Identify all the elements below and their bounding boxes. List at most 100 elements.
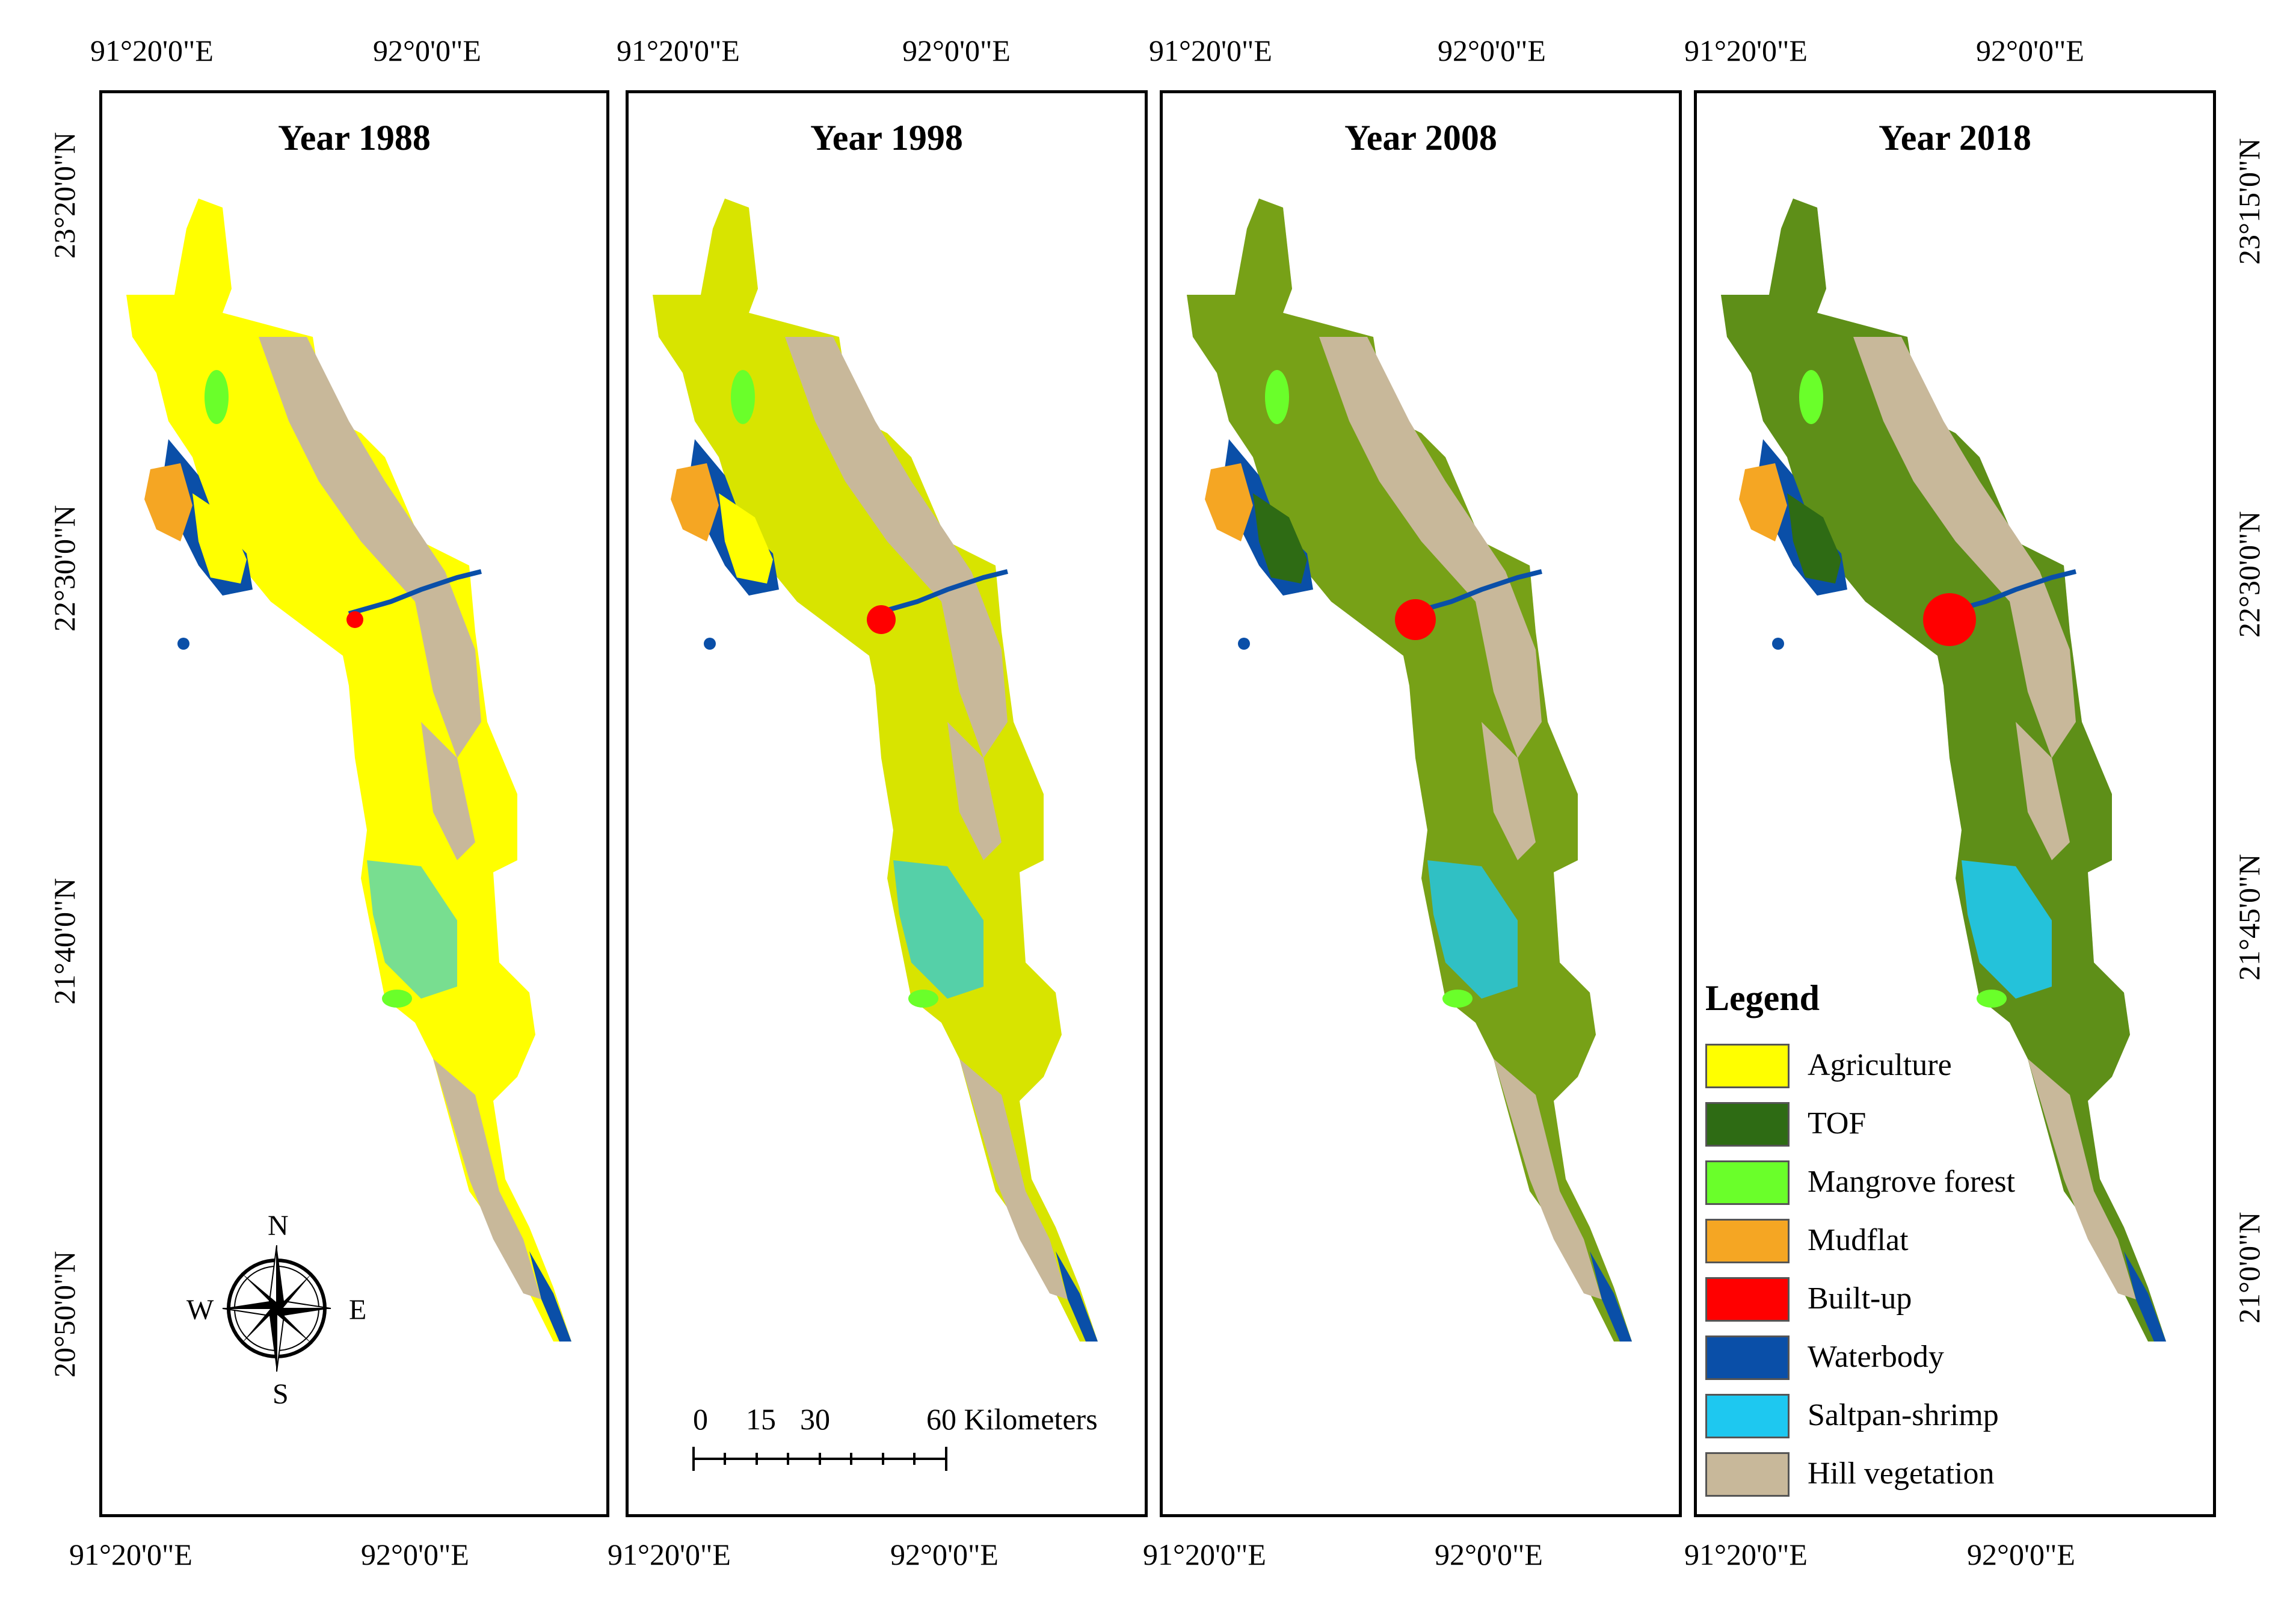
left-coord-label: 22°30'0"N [48, 505, 81, 632]
hill-vegetation-area [2016, 722, 2070, 860]
legend-label: Waterbody [1808, 1340, 1944, 1374]
mudflat-area [144, 463, 192, 541]
bottom-coord-label: 91°20'0"E [608, 1538, 731, 1571]
mangrove-area [1799, 370, 1823, 424]
map-year-1988 [126, 199, 571, 1342]
top-coord-label: 92°0'0"E [373, 34, 481, 67]
compass-s-label: S [272, 1378, 289, 1410]
legend-label: Saltpan-shrimp [1808, 1398, 1999, 1432]
legend-label: Hill vegetation [1808, 1456, 1995, 1491]
island-area [192, 493, 247, 584]
right-coord-label: 22°30'0"N [2232, 511, 2266, 638]
legend-swatch [1705, 1102, 1790, 1147]
panel-title: Year 1998 [810, 118, 963, 158]
left-coord-label: 20°50'0"N [48, 1251, 81, 1378]
map-year-1998 [653, 199, 1098, 1342]
mangrove-area [731, 370, 755, 424]
legend-label: Built-up [1808, 1281, 1912, 1316]
hill-vegetation-area [1853, 337, 2076, 758]
hill-vegetation-area [785, 337, 1008, 758]
legend-swatch [1705, 1160, 1790, 1205]
top-coord-label: 91°20'0"E [1149, 34, 1272, 67]
right-coord-label: 21°0'0"N [2232, 1212, 2266, 1323]
top-coord-label: 91°20'0"E [90, 34, 214, 67]
bottom-coord-label: 91°20'0"E [1684, 1538, 1808, 1571]
legend-swatch [1705, 1335, 1790, 1380]
map-year-2008 [1187, 199, 1632, 1342]
bottom-coord-label: 91°20'0"E [1143, 1538, 1266, 1571]
top-coord-label: 91°20'0"E [617, 34, 740, 67]
legend-label: TOF [1808, 1106, 1867, 1141]
hill-vegetation-area [259, 337, 481, 758]
island-area [1787, 493, 1841, 584]
hill-vegetation-area [433, 1059, 541, 1299]
bottom-coord-label: 92°0'0"E [1967, 1538, 2075, 1571]
waterbody-area [704, 638, 716, 650]
compass-n-label: N [268, 1210, 289, 1242]
top-coord-label: 92°0'0"E [1438, 34, 1546, 67]
tof-area [1187, 199, 1632, 1342]
scale-bar: 0 15 30 60 Kilometers [692, 1402, 1149, 1480]
river [1408, 569, 1542, 616]
legend-title: Legend [1705, 978, 1820, 1018]
mangrove-area [1442, 990, 1473, 1008]
waterbody-area [1056, 1251, 1098, 1342]
land-area [126, 199, 571, 1342]
scale-label: 60 Kilometers [926, 1402, 1098, 1436]
left-coord-label: 23°20'0"N [48, 132, 81, 259]
legend-swatch [1705, 1452, 1790, 1497]
mangrove-area [1265, 370, 1289, 424]
tof-area [1721, 199, 2166, 1342]
mudflat-area [1205, 463, 1253, 541]
island-area [1253, 493, 1307, 584]
saltpan-shrimp-area [367, 860, 457, 999]
hill-vegetation-area [1319, 337, 1542, 758]
panel-title: Year 2018 [1879, 118, 2031, 158]
waterbody-area [529, 1251, 571, 1342]
mudflat-area [1739, 463, 1787, 541]
land-area [653, 199, 1098, 1342]
waterbody-area [2124, 1251, 2166, 1342]
compass-e-label: E [349, 1294, 367, 1326]
mangrove-area [908, 990, 938, 1008]
waterbody-area [1772, 638, 1784, 650]
built-up-area [1395, 599, 1436, 640]
saltpan-shrimp-area [1427, 860, 1518, 999]
hill-vegetation-area [421, 722, 475, 860]
left-coord-label: 21°40'0"N [48, 878, 81, 1005]
bottom-coord-label: 92°0'0"E [361, 1538, 469, 1571]
scale-label: 30 [800, 1402, 830, 1436]
hill-vegetation-area [1494, 1059, 1602, 1299]
legend-label: Agriculture [1808, 1048, 1952, 1082]
mudflat-area [671, 463, 719, 541]
legend-label: Mangrove forest [1808, 1165, 2016, 1199]
built-up-area [867, 605, 896, 634]
right-coord-label: 23°15'0"N [2232, 138, 2266, 265]
bottom-coord-label: 91°20'0"E [69, 1538, 192, 1571]
scale-label: 0 [693, 1402, 708, 1436]
hill-vegetation-area [2028, 1059, 2136, 1299]
waterbody-area [1590, 1251, 1632, 1342]
island-area [719, 493, 773, 584]
mangrove-area [205, 370, 229, 424]
top-coord-label: 92°0'0"E [1976, 34, 2084, 67]
waterbody-area [177, 638, 189, 650]
legend-swatch [1705, 1219, 1790, 1263]
saltpan-shrimp-area [893, 860, 983, 999]
map-year-2018 [1721, 199, 2166, 1342]
saltpan-shrimp-area [1962, 860, 2052, 999]
land-area [1721, 199, 2166, 1342]
compass-w-label: W [186, 1294, 214, 1326]
panel-title: Year 1988 [278, 118, 431, 158]
north-arrow-compass: N W E S [186, 1209, 367, 1410]
hill-vegetation-area [959, 1059, 1068, 1299]
bottom-coord-label: 92°0'0"E [890, 1538, 999, 1571]
right-coord-label: 21°45'0"N [2232, 854, 2266, 981]
bottom-coord-label: 92°0'0"E [1435, 1538, 1543, 1571]
built-up-area [1923, 593, 1976, 646]
hill-vegetation-area [1482, 722, 1536, 860]
legend-swatch [1705, 1277, 1790, 1322]
scale-label: 15 [746, 1402, 776, 1436]
compass-rose-icon [222, 1245, 331, 1372]
